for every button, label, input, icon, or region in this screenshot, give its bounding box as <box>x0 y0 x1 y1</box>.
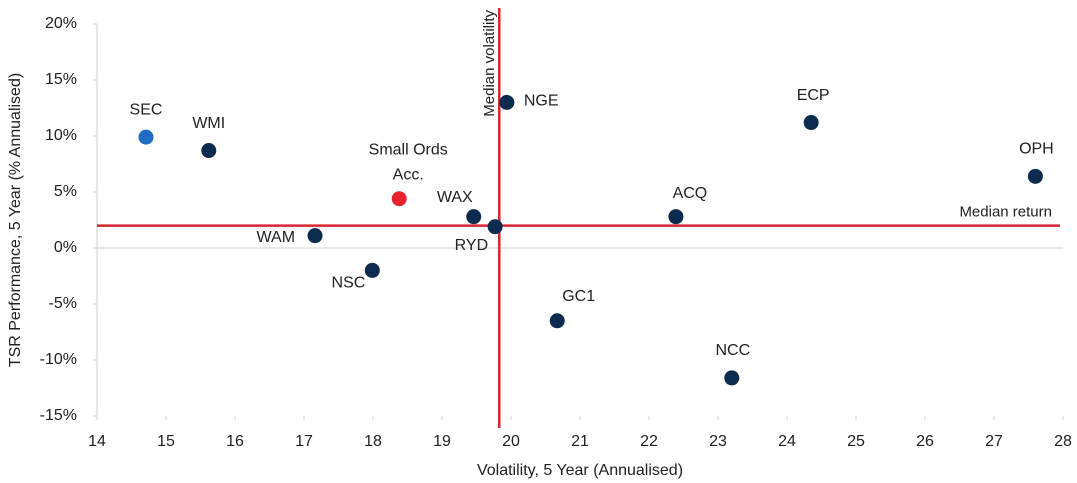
point-label: SEC <box>130 101 163 118</box>
x-tick-label: 17 <box>295 433 313 450</box>
x-tick-label: 23 <box>709 433 727 450</box>
y-tick-label: -5% <box>49 295 77 312</box>
x-tick-label: 28 <box>1054 433 1072 450</box>
point <box>724 370 740 386</box>
x-axis-title: Volatility, 5 Year (Annualised) <box>477 462 683 479</box>
point <box>138 129 154 145</box>
point-label: GC1 <box>562 288 595 305</box>
x-tick-label: 15 <box>157 433 175 450</box>
x-tick-label: 25 <box>847 433 865 450</box>
point-label-line: Acc. <box>393 167 424 184</box>
x-tick-label: 22 <box>640 433 658 450</box>
point <box>499 94 515 110</box>
point <box>364 262 380 278</box>
x-tick-label: 21 <box>571 433 589 450</box>
y-tick-label: 20% <box>45 15 77 32</box>
point <box>307 228 323 244</box>
x-tick-label: 16 <box>226 433 244 450</box>
point <box>391 191 407 207</box>
y-tick-label: 0% <box>54 239 77 256</box>
point <box>1027 168 1043 184</box>
x-tick-label: 27 <box>985 433 1003 450</box>
point-label: RYD <box>455 237 489 254</box>
x-tick-label: 19 <box>433 433 451 450</box>
y-tick-label: -15% <box>40 407 77 424</box>
point-label: WAM <box>257 229 296 246</box>
point <box>466 209 482 225</box>
point-label: WAX <box>437 189 473 206</box>
point <box>803 115 819 131</box>
x-tick-label: 20 <box>502 433 520 450</box>
y-axis-title: TSR Performance, 5 Year (% Annualised) <box>7 73 24 367</box>
point <box>668 209 684 225</box>
x-tick-label: 26 <box>916 433 934 450</box>
point-label: ACQ <box>673 185 708 202</box>
point-label: NSC <box>332 275 366 292</box>
y-tick-label: -10% <box>40 351 77 368</box>
point-label: ECP <box>797 87 830 104</box>
x-tick-label: 24 <box>778 433 796 450</box>
point-label: NGE <box>524 93 559 110</box>
y-tick-label: 10% <box>45 127 77 144</box>
median-volatility-label: Median volatility <box>481 10 498 117</box>
point-label: Small Ords Acc. <box>369 142 448 184</box>
y-tick-label: 15% <box>45 71 77 88</box>
x-tick-label: 18 <box>364 433 382 450</box>
point <box>487 219 503 235</box>
point-label-line: Small Ords <box>369 142 448 159</box>
point <box>549 313 565 329</box>
point <box>201 143 217 159</box>
median-return-label: Median return <box>959 204 1052 221</box>
point-label: OPH <box>1019 141 1054 158</box>
point-label: NCC <box>715 342 750 359</box>
y-tick-label: 5% <box>54 183 77 200</box>
x-tick-label: 14 <box>88 433 106 450</box>
point-label: WMI <box>192 115 225 132</box>
